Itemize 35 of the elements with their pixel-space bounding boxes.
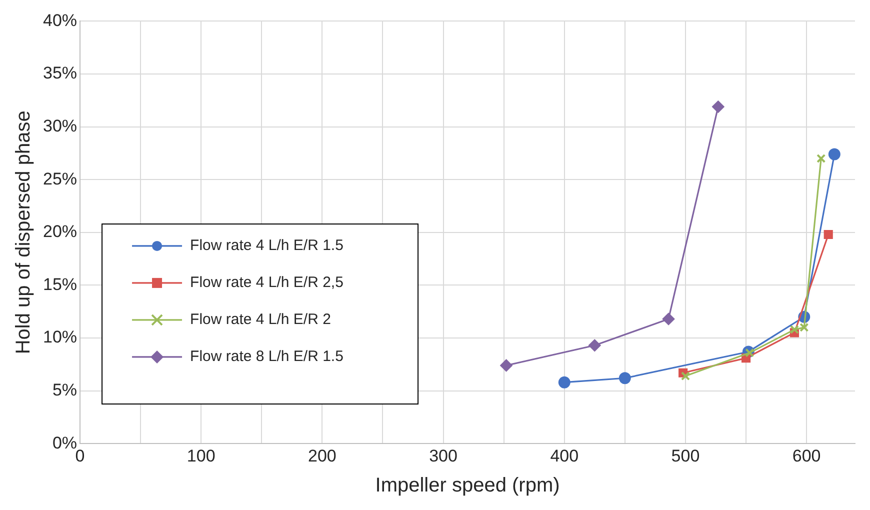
y-tick-label: 10% [42,328,78,347]
point [588,339,601,352]
point [662,312,675,325]
x-tick-label: 600 [792,446,821,466]
point [712,100,724,113]
y-tick-label: 35% [42,64,78,83]
point [745,348,754,358]
x-axis-title: Impeller speed (rpm) [375,474,560,497]
point [816,154,826,164]
y-tick-label: 20% [42,222,78,242]
x-tick-label: 100 [186,446,216,466]
x-tick-label: 300 [429,446,458,466]
y-tick-label: 0% [52,433,78,452]
y-tick-label: 5% [52,380,78,400]
point [790,325,799,334]
point [618,372,631,384]
legend-label: Flow rate 4 L/h E/R 2,5 [190,274,344,292]
point [800,322,809,332]
point [500,359,512,372]
legend-label: Flow rate 8 L/h E/R 1.5 [190,348,344,366]
point [828,148,840,160]
legend-label: Flow rate 4 L/h E/R 1.5 [190,237,344,254]
legend-label: Flow rate 4 L/h E/R 2 [190,311,331,328]
point [824,230,833,240]
x-tick-label: 200 [308,446,336,466]
y-tick-label: 15% [42,274,78,294]
y-tick-label: 25% [42,169,78,188]
x-tick-label: 400 [550,446,579,466]
y-axis-title: Hold up of dispersed phase [12,110,35,354]
point [680,371,690,381]
x-tick-label: 500 [671,446,700,466]
point [558,376,570,388]
y-tick-label: 30% [42,116,78,136]
x-tick-label: 0 [75,446,85,466]
y-tick-label: 40% [42,10,78,30]
